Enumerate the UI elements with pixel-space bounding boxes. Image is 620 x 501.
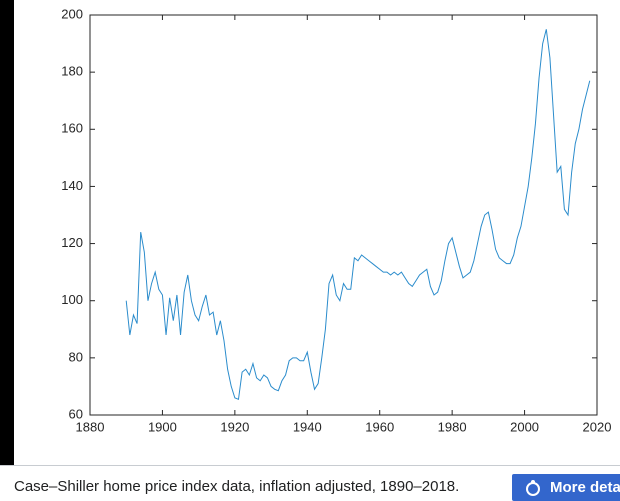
y-tick-label: 100 [61,292,83,307]
plot-area [89,14,598,416]
y-tick-label: 160 [61,121,83,136]
y-tick-label: 180 [61,64,83,79]
x-tick-label: 1920 [220,419,249,434]
x-tick-label: 1940 [293,419,322,434]
x-tick-label: 2020 [583,419,612,434]
x-tick-label: 2000 [510,419,539,434]
x-tick-label: 1900 [148,419,177,434]
chart: 60 80 100 120 140 160 180 200 1880 1900 1920 1940 19… [0,0,612,465]
x-tick-label: 1980 [438,419,467,434]
y-tick-label: 140 [61,178,83,193]
icon [526,479,540,496]
side-bar [0,0,14,465]
data-line [125,29,591,400]
more-details-button[interactable]: More details [512,474,620,501]
separator [0,465,620,466]
y-tick-label: 120 [61,235,83,250]
caption: Case–Shiller home price index data, infl… [14,478,460,495]
y-tick-label: 60 [69,406,83,421]
y-tick-label: 200 [61,6,83,21]
x-tick-label: 1960 [365,419,394,434]
y-tick-label: 80 [69,349,83,364]
x-tick-label: 1880 [76,419,105,434]
button-label[interactable]: More details [550,479,620,496]
